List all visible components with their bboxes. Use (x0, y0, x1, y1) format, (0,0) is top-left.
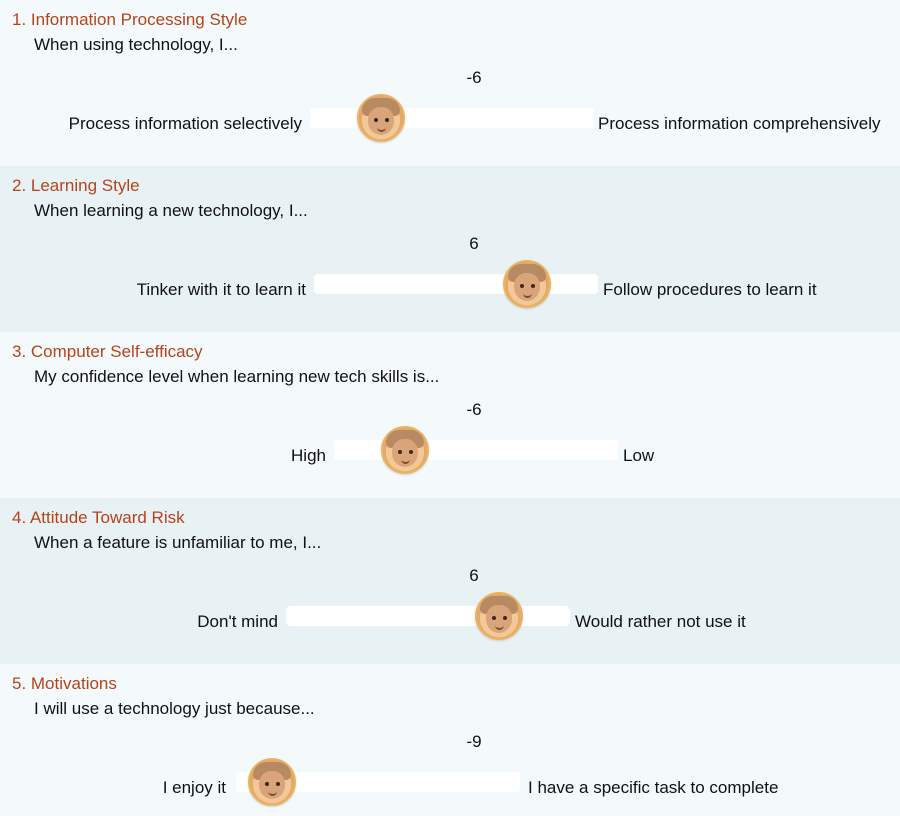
preference-slider[interactable] (314, 260, 598, 308)
slider-thumb-person-face-icon[interactable] (247, 758, 296, 806)
section-title: 4. Attitude Toward Risk (12, 508, 185, 527)
question-section-learning-style: 2. Learning Style When learning a new te… (0, 166, 900, 332)
section-question: I will use a technology just because... (34, 699, 315, 718)
slider-value: -9 (466, 732, 482, 751)
question-section-computer-self-efficacy: 3. Computer Self-efficacy My confidence … (0, 332, 900, 498)
slider-right-label: Follow procedures to learn it (603, 280, 817, 299)
section-title: 3. Computer Self-efficacy (12, 342, 203, 361)
question-section-attitude-toward-risk: 4. Attitude Toward Risk When a feature i… (0, 498, 900, 664)
slider-thumb-person-face-icon[interactable] (357, 94, 405, 142)
section-question: My confidence level when learning new te… (34, 367, 440, 386)
preference-slider[interactable] (236, 758, 520, 806)
question-section-information-processing: 1. Information Processing Style When usi… (0, 0, 900, 166)
slider-left-label: Tinker with it to learn it (136, 280, 306, 299)
slider-right-label: I have a specific task to complete (528, 778, 779, 797)
section-title: 1. Information Processing Style (12, 10, 248, 29)
slider-left-label: Don't mind (197, 612, 278, 631)
preference-slider[interactable] (334, 426, 618, 474)
question-section-motivations: 5. Motivations I will use a technology j… (0, 664, 900, 816)
section-question: When learning a new technology, I... (34, 201, 308, 220)
slider-right-label: Would rather not use it (575, 612, 746, 631)
slider-left-label: Process information selectively (68, 114, 302, 133)
section-question: When a feature is unfamiliar to me, I... (34, 533, 322, 552)
slider-right-label: Low (623, 446, 655, 465)
slider-thumb-person-face-icon[interactable] (475, 592, 523, 640)
slider-value: 6 (469, 566, 479, 585)
slider-thumb-person-face-icon[interactable] (381, 426, 429, 474)
slider-thumb-person-face-icon[interactable] (503, 260, 551, 308)
slider-value: -6 (466, 68, 482, 87)
slider-right-label: Process information comprehensively (598, 114, 881, 133)
slider-left-label: I enjoy it (162, 778, 226, 797)
slider-value: -6 (466, 400, 482, 419)
preference-slider[interactable] (286, 592, 570, 640)
section-title: 2. Learning Style (12, 176, 140, 195)
preference-slider[interactable] (310, 94, 594, 142)
slider-value: 6 (469, 234, 479, 253)
section-title: 5. Motivations (12, 674, 117, 693)
section-question: When using technology, I... (34, 35, 238, 54)
slider-left-label: High (291, 446, 326, 465)
